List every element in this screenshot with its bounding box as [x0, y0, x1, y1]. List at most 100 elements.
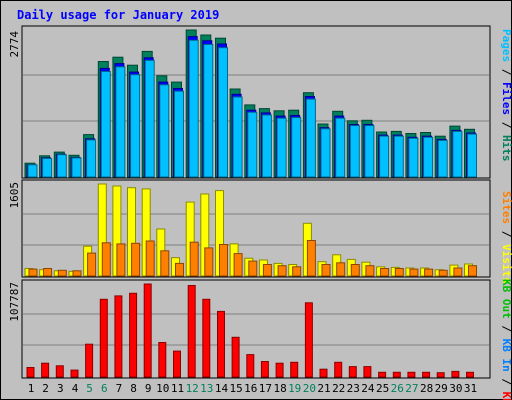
- bar-pages-day-18: [276, 117, 287, 178]
- bar-kb-f-day-5: [85, 343, 94, 378]
- bar-kb-f-day-6: [99, 298, 108, 378]
- bar-sites-day-6: [101, 242, 111, 277]
- day-label-1: 1: [28, 382, 35, 395]
- bar-kb-f-day-7: [114, 295, 123, 378]
- bar-sites-day-18: [277, 265, 287, 277]
- bar-kb-f-day-14: [217, 310, 225, 378]
- day-label-4: 4: [72, 382, 79, 395]
- bar-pages-day-12: [188, 39, 199, 178]
- bar-sites-day-2: [43, 268, 53, 277]
- bar-pages-day-3: [56, 154, 67, 178]
- bar-pages-day-25: [379, 135, 390, 178]
- day-label-25: 25: [376, 382, 389, 395]
- bar-pages-day-28: [423, 136, 434, 178]
- bar-sites-day-31: [468, 265, 477, 277]
- hits-files-pages-panel: 2774 Pages / Files / Hits: [8, 25, 512, 179]
- day-label-10: 10: [156, 382, 169, 395]
- bar-pages-day-19: [291, 117, 302, 178]
- bar-sites-day-30: [453, 267, 463, 277]
- bar-pages-day-17: [261, 114, 272, 178]
- bar-pages-day-30: [452, 130, 463, 178]
- bar-pages-day-23: [349, 125, 360, 178]
- kbytes-legend: KB Out / KB In / KB F: [500, 279, 512, 400]
- legend-kb-out: KB Out: [500, 279, 512, 319]
- bar-kb-f-day-30: [451, 370, 460, 378]
- bar-pages-day-5: [86, 139, 97, 178]
- bar-kb-f-day-23: [348, 366, 357, 378]
- bar-pages-day-13: [203, 44, 214, 178]
- bar-kb-f-day-25: [378, 371, 387, 378]
- day-label-14: 14: [215, 382, 229, 395]
- bar-sites-day-13: [204, 247, 214, 277]
- bar-sites-day-25: [380, 268, 390, 277]
- kbytes-ymax-label: 107787: [8, 282, 21, 322]
- day-label-19: 19: [288, 382, 301, 395]
- bar-pages-day-11: [174, 90, 184, 178]
- day-label-18: 18: [273, 382, 286, 395]
- day-label-8: 8: [130, 382, 137, 395]
- bar-kb-f-day-26: [392, 371, 401, 378]
- bar-kb-f-day-20: [304, 302, 313, 378]
- day-label-15: 15: [229, 382, 242, 395]
- bar-sites-day-28: [424, 268, 434, 277]
- bar-sites-day-19: [292, 266, 302, 277]
- bar-pages-day-22: [335, 117, 346, 178]
- bar-sites-day-10: [160, 250, 170, 277]
- day-label-6: 6: [101, 382, 108, 395]
- bar-kb-f-day-8: [129, 292, 138, 378]
- bar-kb-f-day-22: [334, 361, 343, 378]
- bar-sites-day-14: [219, 244, 228, 277]
- bar-pages-day-24: [364, 125, 375, 178]
- legend-separator: /: [500, 62, 512, 82]
- day-label-27: 27: [405, 382, 418, 395]
- bar-pages-day-4: [71, 157, 82, 178]
- bar-kb-f-day-18: [275, 362, 284, 378]
- bar-kb-f-day-21: [319, 368, 328, 378]
- bar-pages-day-8: [130, 74, 141, 178]
- kbytes-panel: 107787 KB Out / KB In / KB F: [8, 279, 512, 400]
- visits-sites-panel: 1605 Sites / Visits: [8, 179, 512, 284]
- bar-pages-day-14: [218, 47, 228, 178]
- day-label-2: 2: [42, 382, 49, 395]
- legend-separator: /: [500, 224, 512, 244]
- bar-sites-day-12: [189, 241, 199, 277]
- day-label-12: 12: [186, 382, 199, 395]
- bar-sites-day-22: [336, 262, 346, 277]
- bar-sites-day-9: [145, 240, 155, 277]
- day-label-22: 22: [332, 382, 345, 395]
- bar-kb-f-day-12: [187, 285, 196, 378]
- bar-pages-day-31: [467, 133, 477, 178]
- bar-kb-f-day-16: [246, 354, 255, 378]
- legend-kb-f: KB F: [500, 392, 512, 400]
- bar-sites-day-24: [365, 265, 375, 277]
- bar-pages-day-29: [437, 139, 448, 178]
- bar-sites-day-20: [306, 240, 316, 277]
- bar-sites-day-15: [233, 253, 243, 277]
- bar-kb-f-day-4: [70, 369, 79, 378]
- bar-kb-f-day-11: [173, 350, 181, 378]
- day-label-30: 30: [449, 382, 462, 395]
- day-label-7: 7: [116, 382, 123, 395]
- hits-files-pages-bars: [24, 29, 477, 178]
- bar-sites-day-17: [262, 264, 272, 277]
- bar-pages-day-15: [232, 96, 243, 178]
- bar-kb-f-day-1: [26, 367, 35, 378]
- day-label-24: 24: [361, 382, 375, 395]
- bar-pages-day-16: [247, 111, 258, 178]
- legend-separator: /: [500, 115, 512, 135]
- legend-hits: Hits: [500, 135, 512, 162]
- day-label-28: 28: [420, 382, 433, 395]
- hits-files-pages-legend: Pages / Files / Hits: [500, 29, 512, 162]
- bar-kb-f-day-3: [55, 365, 64, 378]
- bar-sites-day-4: [72, 270, 82, 277]
- bar-kb-f-day-13: [202, 298, 211, 378]
- bar-kb-f-day-19: [290, 361, 299, 378]
- day-label-31: 31: [464, 382, 477, 395]
- day-label-29: 29: [435, 382, 448, 395]
- bar-pages-day-7: [115, 66, 126, 178]
- bar-sites-day-5: [87, 252, 97, 277]
- day-label-9: 9: [145, 382, 152, 395]
- kbytes-bars: [26, 283, 474, 378]
- visits-sites-ymax-label: 1605: [8, 182, 21, 209]
